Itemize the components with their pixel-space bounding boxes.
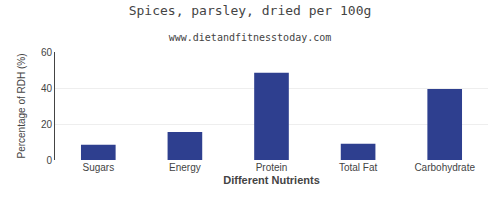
svg-text:Percentage of RDH (%): Percentage of RDH (%) (16, 53, 27, 158)
svg-text:60: 60 (41, 47, 53, 58)
svg-text:www.dietandfitnesstoday.com: www.dietandfitnesstoday.com (169, 32, 332, 43)
svg-text:Carbohydrate: Carbohydrate (414, 162, 475, 173)
svg-text:Spices, parsley, dried per 100: Spices, parsley, dried per 100g (129, 3, 372, 18)
svg-text:Energy: Energy (169, 162, 201, 173)
svg-text:Sugars: Sugars (82, 162, 114, 173)
svg-text:0: 0 (46, 155, 52, 166)
svg-text:Total Fat: Total Fat (339, 162, 378, 173)
svg-text:20: 20 (41, 119, 53, 130)
svg-text:40: 40 (41, 83, 53, 94)
svg-text:Protein: Protein (256, 162, 288, 173)
svg-text:Different Nutrients: Different Nutrients (223, 174, 320, 186)
